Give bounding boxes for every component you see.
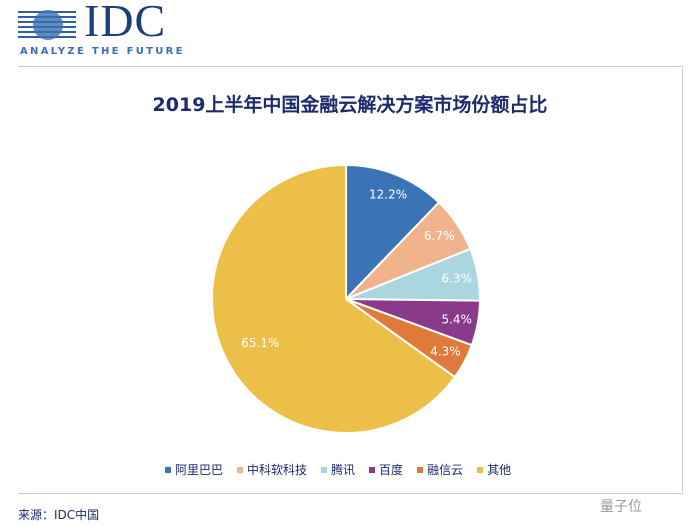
legend-item: 腾讯 xyxy=(321,461,355,478)
legend-label: 其他 xyxy=(487,463,512,477)
legend-item: 阿里巴巴 xyxy=(165,461,223,478)
slice-label: 12.2% xyxy=(369,188,407,202)
slice-label: 5.4% xyxy=(441,312,472,326)
legend-label: 融信云 xyxy=(427,463,464,477)
source-note: 来源：IDC中国 xyxy=(18,508,100,522)
chart-title: 2019上半年中国金融云解决方案市场份额占比 xyxy=(152,94,548,116)
legend-item: 百度 xyxy=(369,461,403,478)
legend-item: 其他 xyxy=(477,461,511,478)
legend-label: 中科软科技 xyxy=(247,463,308,477)
legend-label: 阿里巴巴 xyxy=(175,463,224,477)
logo-tagline: ANALYZE THE FUTURE xyxy=(20,46,185,57)
idc-logo-icon xyxy=(18,10,76,40)
legend-item: 融信云 xyxy=(417,461,463,478)
slice-label: 6.7% xyxy=(424,229,455,243)
chart-frame xyxy=(18,66,683,494)
legend-label: 百度 xyxy=(379,463,404,477)
legend-swatch xyxy=(237,466,244,473)
watermark: 量子位 xyxy=(600,499,642,515)
legend-label: 腾讯 xyxy=(331,463,356,477)
pie-slice-0 xyxy=(345,163,441,302)
slice-label: 65.1% xyxy=(241,336,279,350)
legend-swatch xyxy=(321,466,328,473)
logo-brand: IDC xyxy=(84,0,167,46)
legend: 阿里巴巴 中科软科技 腾讯 百度 融信云 其他 xyxy=(165,461,511,478)
legend-swatch xyxy=(477,466,484,473)
legend-swatch xyxy=(369,466,376,473)
legend-swatch xyxy=(417,466,424,473)
pie-slice-5 xyxy=(211,163,457,434)
slice-label: 4.3% xyxy=(430,345,461,359)
legend-swatch xyxy=(165,466,171,473)
slice-label: 6.3% xyxy=(441,271,472,285)
legend-item: 中科软科技 xyxy=(237,461,307,478)
